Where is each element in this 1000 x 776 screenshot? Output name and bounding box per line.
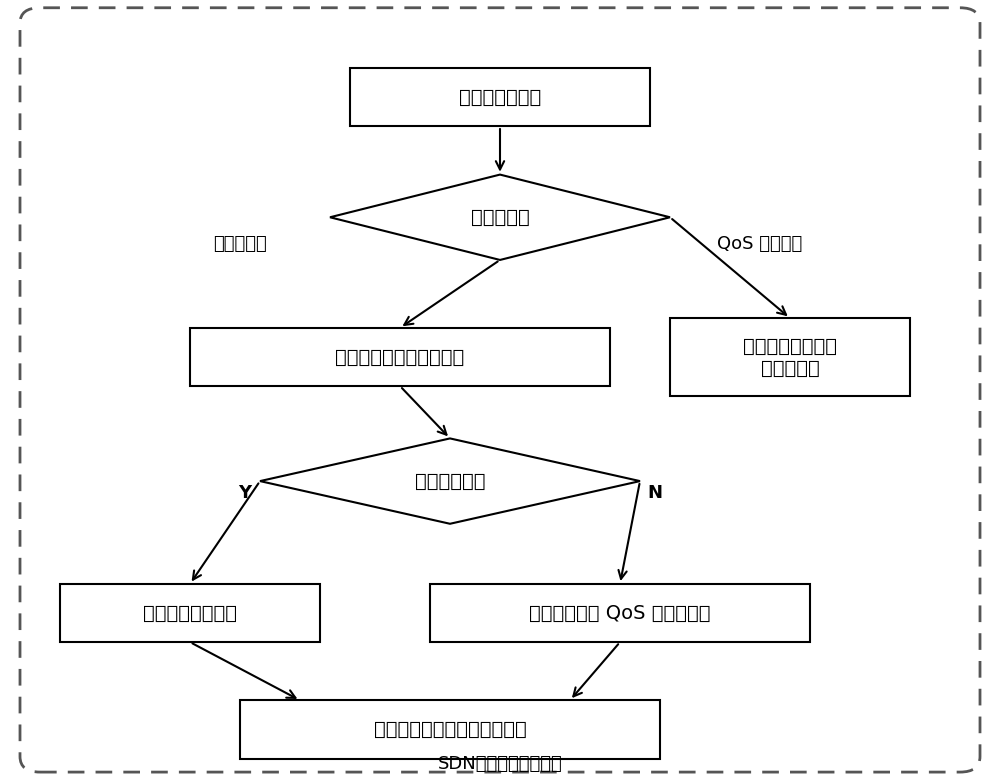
- Polygon shape: [330, 175, 670, 260]
- Text: 普通数据流: 普通数据流: [213, 235, 267, 254]
- Text: 检测切片标识、目的地等: 检测切片标识、目的地等: [335, 348, 465, 366]
- Text: Y: Y: [238, 483, 252, 502]
- Text: SDN转发设备操作流程: SDN转发设备操作流程: [438, 755, 562, 774]
- Text: 报文类型？: 报文类型？: [471, 208, 529, 227]
- Text: N: N: [648, 483, 662, 502]
- Text: QoS 请求注册: QoS 请求注册: [717, 235, 803, 254]
- Text: 有切片标识？: 有切片标识？: [415, 472, 485, 490]
- Text: 在相应切片内转发: 在相应切片内转发: [143, 604, 237, 622]
- Bar: [60, 584, 320, 642]
- Bar: [190, 327, 610, 386]
- Polygon shape: [260, 438, 640, 524]
- Text: 全网范围内无 QoS 保障地转发: 全网范围内无 QoS 保障地转发: [529, 604, 711, 622]
- Bar: [350, 68, 650, 126]
- Text: 网络数据包传入: 网络数据包传入: [459, 88, 541, 106]
- Text: 切片资源利用情况与性能监测: 切片资源利用情况与性能监测: [374, 720, 526, 739]
- Bar: [430, 584, 810, 642]
- Text: 上传至控制器，与
用户反馈等: 上传至控制器，与 用户反馈等: [743, 337, 837, 377]
- Bar: [670, 318, 910, 396]
- Bar: [240, 700, 660, 758]
